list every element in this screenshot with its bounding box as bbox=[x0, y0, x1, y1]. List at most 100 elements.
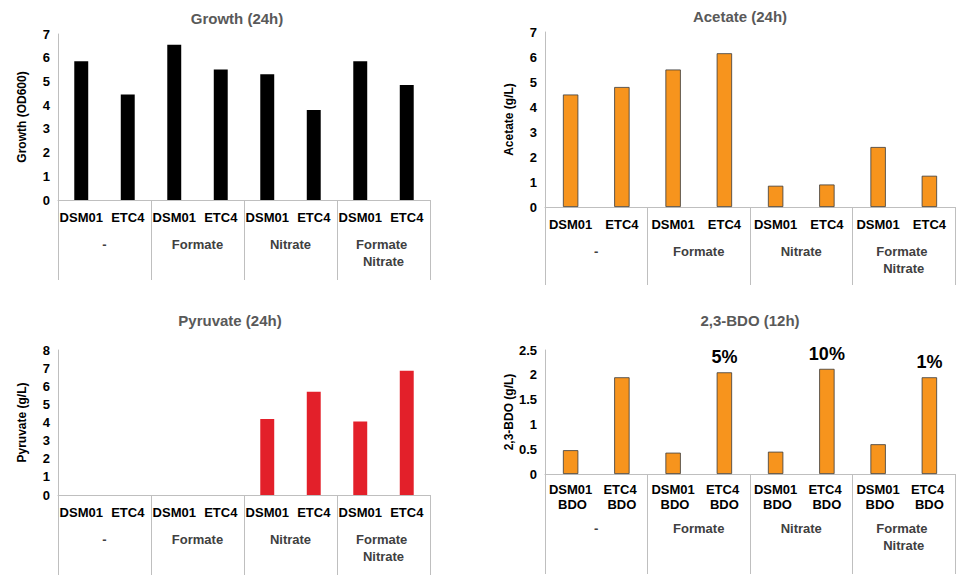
svg-text:Nitrate: Nitrate bbox=[781, 244, 822, 259]
svg-text:DSM01: DSM01 bbox=[754, 482, 797, 497]
svg-text:0: 0 bbox=[530, 200, 537, 215]
svg-text:BDO: BDO bbox=[812, 497, 841, 512]
svg-text:DSM01: DSM01 bbox=[153, 505, 196, 520]
svg-text:1.5: 1.5 bbox=[519, 392, 537, 407]
svg-text:DSM01: DSM01 bbox=[549, 217, 592, 232]
svg-text:Nitrate: Nitrate bbox=[270, 237, 311, 252]
svg-text:BDO: BDO bbox=[759, 497, 792, 512]
svg-text:2.5: 2.5 bbox=[519, 343, 537, 358]
svg-text:-: - bbox=[102, 237, 106, 252]
svg-text:5: 5 bbox=[530, 75, 537, 90]
svg-text:ETC4: ETC4 bbox=[706, 482, 743, 497]
svg-text:ETC4: ETC4 bbox=[605, 217, 639, 232]
svg-text:DSM01: DSM01 bbox=[856, 217, 899, 232]
svg-text:DSM01: DSM01 bbox=[339, 210, 382, 225]
svg-text:ETC4: ETC4 bbox=[111, 210, 145, 225]
svg-text:2: 2 bbox=[530, 150, 537, 165]
svg-text:Acetate (24h): Acetate (24h) bbox=[693, 8, 787, 25]
svg-text:Formate: Formate bbox=[172, 532, 223, 547]
svg-text:ETC4: ETC4 bbox=[808, 482, 845, 497]
svg-text:ETC4: ETC4 bbox=[297, 505, 331, 520]
svg-text:5%: 5% bbox=[711, 347, 737, 367]
svg-text:-: - bbox=[594, 521, 598, 536]
svg-text:1%: 1% bbox=[916, 352, 942, 372]
svg-text:Formate: Formate bbox=[876, 244, 931, 259]
svg-text:DSM01: DSM01 bbox=[651, 217, 694, 232]
svg-text:DSM01: DSM01 bbox=[153, 210, 196, 225]
svg-text:0: 0 bbox=[43, 488, 50, 503]
svg-text:ETC4: ETC4 bbox=[708, 217, 742, 232]
svg-text:DSM01: DSM01 bbox=[60, 505, 103, 520]
svg-text:ETC4: ETC4 bbox=[204, 210, 238, 225]
svg-text:Nitrate: Nitrate bbox=[781, 521, 822, 536]
svg-text:Pyruvate (24h): Pyruvate (24h) bbox=[178, 312, 281, 329]
svg-text:Growth (24h): Growth (24h) bbox=[191, 10, 284, 27]
svg-text:ETC4: ETC4 bbox=[297, 210, 331, 225]
svg-text:Formate: Formate bbox=[356, 532, 411, 547]
svg-text:Formate: Formate bbox=[172, 237, 223, 252]
svg-text:3: 3 bbox=[530, 125, 537, 140]
svg-text:DSM01: DSM01 bbox=[246, 210, 289, 225]
svg-text:6: 6 bbox=[530, 50, 537, 65]
svg-text:BDO: BDO bbox=[862, 497, 895, 512]
svg-text:4: 4 bbox=[43, 415, 51, 430]
svg-text:1: 1 bbox=[43, 469, 50, 484]
svg-text:DSM01: DSM01 bbox=[549, 482, 592, 497]
svg-text:BDO: BDO bbox=[554, 497, 587, 512]
svg-text:ETC4: ETC4 bbox=[390, 210, 424, 225]
svg-text:2,3-BDO (12h): 2,3-BDO (12h) bbox=[700, 312, 799, 329]
svg-text:0.5: 0.5 bbox=[519, 442, 537, 457]
svg-text:2,3-BDO (g/L): 2,3-BDO (g/L) bbox=[502, 374, 516, 451]
svg-text:ETC4: ETC4 bbox=[204, 505, 238, 520]
svg-text:BDO: BDO bbox=[657, 497, 690, 512]
svg-text:Acetate (g/L): Acetate (g/L) bbox=[502, 83, 516, 156]
svg-text:8: 8 bbox=[43, 343, 50, 358]
svg-text:Growth (OD600): Growth (OD600) bbox=[15, 71, 29, 162]
svg-text:Nitrate: Nitrate bbox=[270, 532, 311, 547]
svg-text:0: 0 bbox=[43, 193, 50, 208]
svg-text:1: 1 bbox=[530, 417, 537, 432]
svg-text:ETC4: ETC4 bbox=[810, 217, 844, 232]
svg-text:1: 1 bbox=[43, 169, 50, 184]
svg-text:BDO: BDO bbox=[710, 497, 739, 512]
svg-text:Nitrate: Nitrate bbox=[883, 538, 924, 553]
svg-text:ETC4: ETC4 bbox=[111, 505, 145, 520]
svg-text:Formate: Formate bbox=[876, 521, 931, 536]
svg-text:2: 2 bbox=[43, 145, 50, 160]
svg-text:BDO: BDO bbox=[915, 497, 944, 512]
svg-text:ETC4: ETC4 bbox=[390, 505, 424, 520]
svg-text:Formate: Formate bbox=[356, 237, 411, 252]
svg-text:DSM01: DSM01 bbox=[60, 210, 103, 225]
svg-text:Formate: Formate bbox=[673, 244, 724, 259]
svg-text:BDO: BDO bbox=[607, 497, 636, 512]
svg-text:DSM01: DSM01 bbox=[339, 505, 382, 520]
svg-text:Nitrate: Nitrate bbox=[883, 261, 924, 276]
svg-text:DSM01: DSM01 bbox=[651, 482, 694, 497]
svg-text:4: 4 bbox=[530, 100, 538, 115]
svg-text:6: 6 bbox=[43, 379, 50, 394]
svg-text:DSM01: DSM01 bbox=[246, 505, 289, 520]
svg-text:Nitrate: Nitrate bbox=[363, 254, 404, 269]
svg-text:DSM01: DSM01 bbox=[856, 482, 899, 497]
svg-text:ETC4: ETC4 bbox=[603, 482, 640, 497]
svg-text:0: 0 bbox=[530, 467, 537, 482]
svg-text:7: 7 bbox=[43, 27, 50, 42]
svg-text:Formate: Formate bbox=[673, 521, 724, 536]
svg-text:7: 7 bbox=[43, 361, 50, 376]
svg-text:Nitrate: Nitrate bbox=[363, 549, 404, 564]
svg-text:Pyruvate (g/L): Pyruvate (g/L) bbox=[15, 382, 29, 462]
svg-text:6: 6 bbox=[43, 50, 50, 65]
svg-text:4: 4 bbox=[43, 98, 51, 113]
svg-text:1: 1 bbox=[530, 175, 537, 190]
svg-text:10%: 10% bbox=[809, 344, 845, 364]
svg-text:ETC4: ETC4 bbox=[911, 482, 948, 497]
svg-text:2: 2 bbox=[530, 367, 537, 382]
svg-text:7: 7 bbox=[530, 25, 537, 40]
svg-text:-: - bbox=[102, 532, 106, 547]
svg-text:ETC4: ETC4 bbox=[913, 217, 947, 232]
svg-text:3: 3 bbox=[43, 121, 50, 136]
svg-text:-: - bbox=[594, 244, 598, 259]
svg-text:5: 5 bbox=[43, 397, 50, 412]
svg-text:5: 5 bbox=[43, 74, 50, 89]
svg-text:DSM01: DSM01 bbox=[754, 217, 797, 232]
